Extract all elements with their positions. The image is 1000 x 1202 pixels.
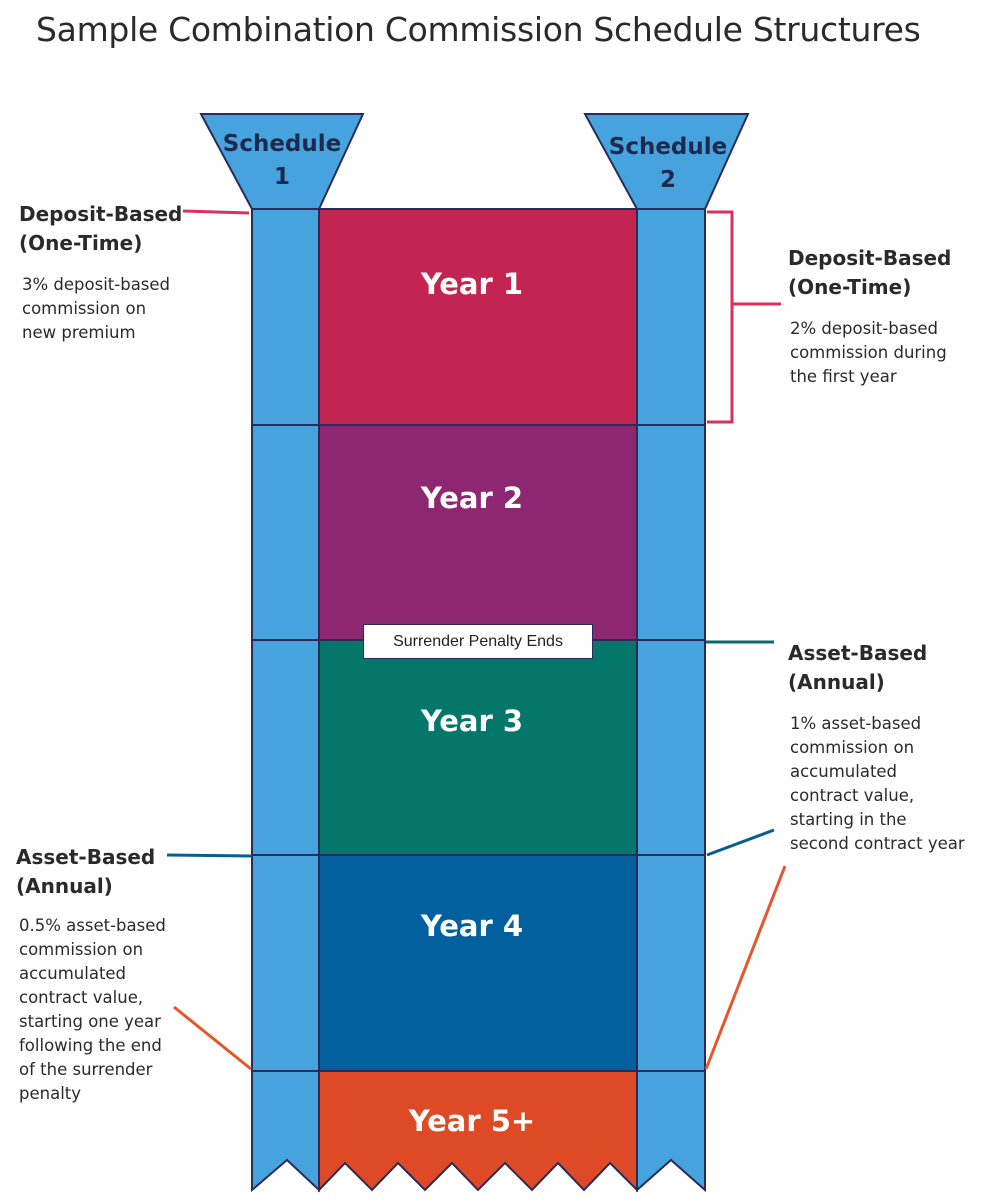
- schedule-1-asset-orange-pointer: [173, 1005, 252, 1071]
- year-2-label: Year 2: [420, 481, 523, 515]
- schedule-2-number: 2: [660, 167, 676, 193]
- schedule-2-label: Schedule: [609, 134, 728, 160]
- year-2-block: [318, 424, 638, 641]
- year-1-label: Year 1: [420, 267, 523, 301]
- schedule-2-asset-heading: Asset-Based (Annual): [788, 641, 928, 694]
- year-1-block: [318, 208, 638, 426]
- schedule-1-asset-description: 0.5% asset-based commission on accumulat…: [19, 916, 166, 1103]
- schedule-2-deposit-bracket: [707, 210, 734, 424]
- schedule-2-deposit-heading: Deposit-Based (One-Time): [788, 246, 952, 299]
- schedule-1-funnel: [199, 113, 365, 210]
- year-4-block: [318, 854, 638, 1072]
- schedule-1-ribbon-tail: [251, 1070, 320, 1193]
- schedule-1-label: Schedule: [223, 131, 342, 157]
- schedule-1-asset-heading: Asset-Based (Annual): [16, 845, 156, 898]
- schedule-1-deposit-pointer: [182, 209, 250, 215]
- schedule-1-deposit-heading: Deposit-Based (One-Time): [19, 202, 183, 255]
- schedule-2-funnel: [583, 113, 750, 210]
- schedule-2-asset-pointer-lower: [706, 828, 775, 857]
- schedule-1-deposit-description: 3% deposit-based commission on new premi…: [22, 275, 171, 342]
- year-5-label: Year 5+: [408, 1104, 535, 1138]
- schedule-1-asset-pointer: [166, 853, 253, 858]
- page-title: Sample Combination Commission Schedule S…: [36, 10, 921, 49]
- surrender-penalty-marker: Surrender Penalty Ends: [363, 624, 593, 659]
- schedule-2-ribbon-tail: [636, 1070, 706, 1193]
- schedule-2-deposit-description: 2% deposit-based commission during the f…: [790, 319, 947, 386]
- schedule-2-asset-description: 1% asset-based commission on accumulated…: [790, 714, 965, 853]
- schedule-1-number: 1: [274, 164, 290, 190]
- year-3-label: Year 3: [420, 704, 523, 738]
- year-4-label: Year 4: [420, 909, 523, 943]
- year-3-block: [318, 639, 638, 856]
- schedule-2-asset-orange-pointer: [704, 865, 787, 1070]
- year-5-block: [318, 1070, 638, 1193]
